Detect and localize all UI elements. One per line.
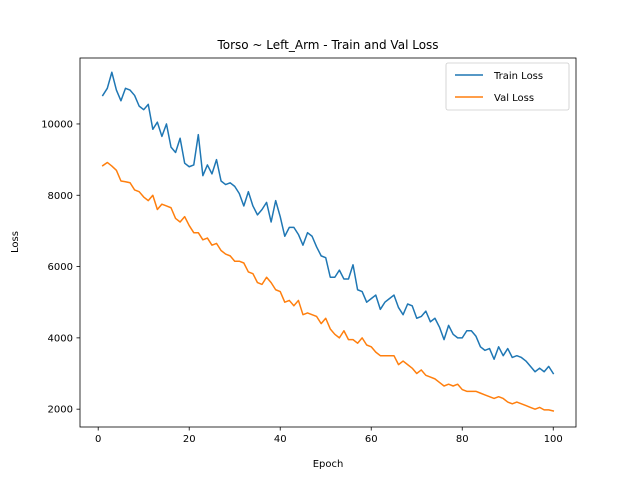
x-tick-label: 20	[183, 434, 196, 445]
x-tick-label: 80	[456, 434, 469, 445]
legend-label-train: Train Loss	[493, 71, 543, 82]
plot-frame	[79, 57, 577, 428]
series-line-val-loss	[101, 161, 555, 412]
y-tick-label: 4000	[48, 333, 73, 344]
x-axis-label: Epoch	[313, 459, 344, 470]
y-tick-label: 10000	[41, 119, 73, 130]
chart-title: Torso ~ Left_Arm - Train and Val Loss	[216, 38, 438, 52]
x-axis: 0 20 40 60 80 100	[95, 427, 563, 445]
x-tick-label: 60	[365, 434, 378, 445]
x-tick-label: 0	[95, 434, 101, 445]
x-tick-label: 40	[274, 434, 287, 445]
plot-area	[80, 58, 576, 427]
y-axis-label: Loss	[10, 231, 21, 253]
x-tick-label: 100	[544, 434, 563, 445]
series-line-train-loss	[101, 71, 555, 375]
legend: Train Loss Val Loss	[445, 62, 570, 111]
y-tick-label: 8000	[48, 191, 73, 202]
y-axis: 2000 4000 6000 8000 10000	[41, 119, 80, 416]
y-tick-label: 6000	[48, 262, 73, 273]
series-layer	[101, 71, 555, 412]
legend-label-val: Val Loss	[494, 93, 534, 104]
y-tick-label: 2000	[48, 405, 73, 416]
